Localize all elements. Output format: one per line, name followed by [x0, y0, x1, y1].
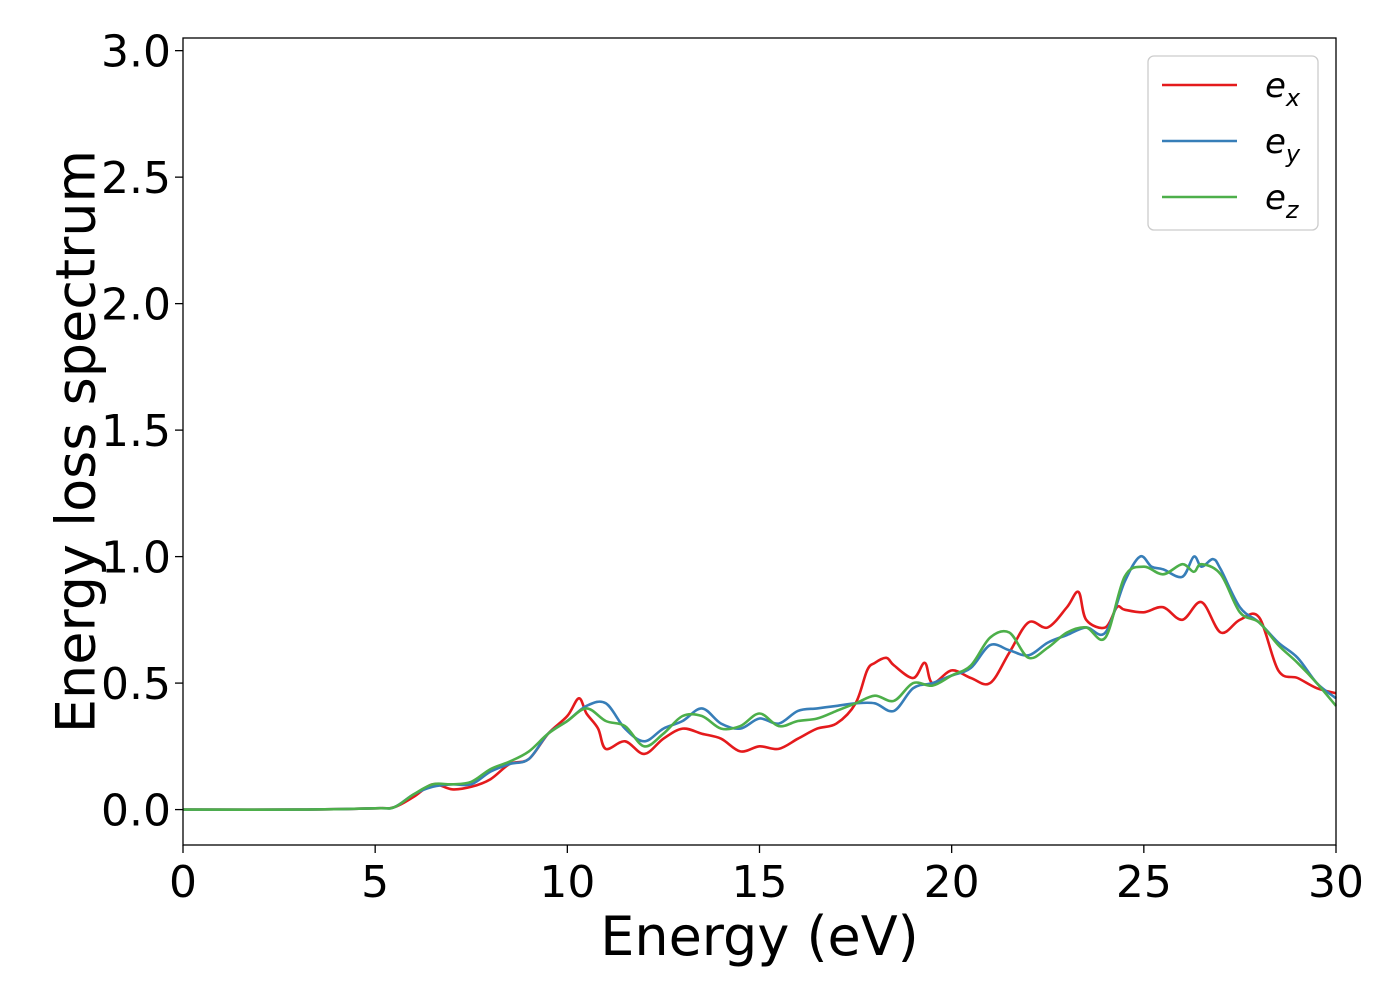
y-tick-label: 0.5	[101, 659, 171, 710]
x-tick-label: 15	[732, 857, 788, 908]
y-axis-title: Energy loss spectrum	[45, 150, 108, 733]
series-line-z	[182, 562, 1337, 811]
series-layer	[182, 554, 1337, 811]
x-axis-title: Energy (eV)	[600, 905, 919, 968]
x-tick-label: 20	[924, 857, 980, 908]
y-tick-label: 3.0	[101, 27, 171, 78]
axes-layer: 0 5 10 15 20 25 30 0.0 0.5 1.0 1.5 2.0 2.5 3.0	[101, 27, 1364, 908]
y-tick-label: 0.0	[101, 786, 171, 837]
y-tick-label: 2.0	[101, 280, 171, 331]
legend-label-z: ez	[1265, 178, 1300, 224]
y-tick-label: 1.0	[101, 533, 171, 584]
series-line-x	[182, 590, 1337, 811]
legend-box	[1147, 55, 1319, 231]
y-tick-label: 2.5	[101, 153, 171, 204]
x-tick-label: 25	[1116, 857, 1172, 908]
x-tick-label: 30	[1308, 857, 1364, 908]
x-tick-label: 0	[169, 857, 197, 908]
legend-label-y: ey	[1265, 122, 1301, 168]
x-tick-label: 10	[539, 857, 595, 908]
legend: ex ey ez	[1147, 55, 1319, 231]
x-tick-label: 5	[361, 857, 389, 908]
legend-label-x: ex	[1265, 66, 1301, 112]
series-line-y	[182, 554, 1337, 811]
y-tick-label: 1.5	[101, 406, 171, 457]
